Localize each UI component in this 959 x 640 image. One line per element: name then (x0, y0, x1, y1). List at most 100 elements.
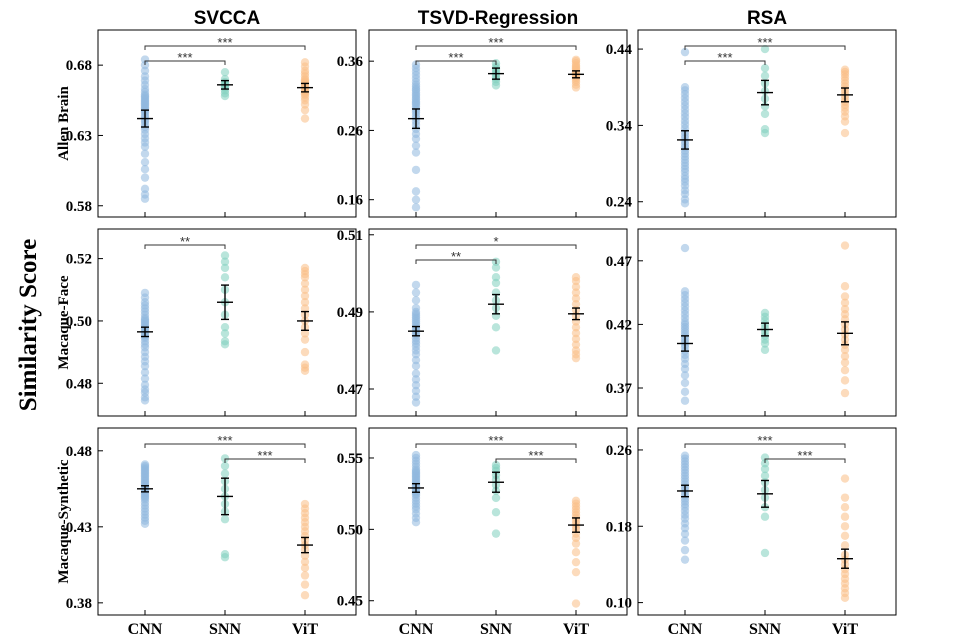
y-tick-label: 0.16 (337, 193, 364, 209)
significance-label: *** (757, 35, 772, 50)
data-point-snn (220, 67, 230, 77)
data-point-cnn (411, 280, 421, 290)
column-title-svcca: SVCCA (194, 8, 261, 29)
data-point-cnn (411, 355, 421, 365)
y-tick-label: 0.49 (337, 305, 363, 321)
data-point-vit (300, 551, 310, 560)
panel-frame (637, 228, 897, 417)
data-point-cnn (680, 536, 690, 545)
data-point-vit (840, 512, 850, 521)
data-point-snn (760, 125, 770, 134)
data-point-vit (840, 358, 850, 367)
data-point-vit (300, 298, 310, 307)
data-point-snn (220, 251, 230, 260)
y-tick-label: 0.34 (606, 118, 633, 134)
significance-bracket (684, 45, 846, 50)
data-point-cnn (411, 361, 421, 371)
y-tick-label: 0.26 (606, 443, 633, 459)
panel-allen-brain-rsa: 0.24 0.34 0.44 *** *** (606, 29, 897, 218)
y-tick-label: 0.42 (606, 317, 632, 333)
data-point-cnn (140, 374, 150, 383)
data-point-vit (571, 567, 581, 577)
y-tick-label: 0.44 (606, 42, 633, 58)
significance-bracket (224, 458, 306, 463)
data-point-snn (491, 323, 501, 332)
data-point-snn (760, 109, 770, 119)
x-tick-label-vit: ViT (292, 621, 318, 638)
data-point-snn (491, 346, 501, 355)
data-point-cnn (680, 451, 690, 460)
y-tick-label: 0.48 (66, 376, 92, 392)
significance-label: *** (528, 448, 543, 463)
data-point-cnn (411, 380, 421, 390)
data-point-cnn (680, 287, 690, 296)
significance-bracket (144, 60, 226, 65)
data-point-vit (300, 347, 310, 357)
panel-frame (368, 427, 628, 616)
data-point-cnn (680, 396, 690, 405)
data-point-vit (300, 58, 310, 67)
data-point-cnn (140, 184, 150, 194)
data-point-vit (840, 65, 850, 74)
y-tick-label: 0.43 (66, 520, 92, 536)
data-point-vit (840, 522, 850, 531)
data-point-vit (300, 563, 310, 573)
data-point-snn (220, 273, 230, 282)
data-point-cnn (140, 380, 150, 390)
data-point-vit (840, 502, 850, 512)
significance-bracket (415, 45, 577, 50)
significance-label: *** (797, 448, 812, 463)
panel-macaque-synthetic-tsvd-regression: 0.45 0.50 0.55 CNN SNN ViT *** *** (337, 427, 628, 638)
y-tick-label: 0.10 (606, 596, 632, 612)
data-point-snn (760, 471, 770, 480)
data-point-vit (840, 474, 850, 483)
data-point-vit (571, 294, 581, 303)
significance-bracket (415, 259, 497, 264)
data-point-vit (840, 493, 850, 502)
panel-macaque-synthetic-rsa: 0.10 0.18 0.26 CNN SNN ViT *** *** (606, 427, 897, 638)
x-tick-label-cnn: CNN (399, 621, 434, 638)
significance-label: *** (757, 433, 772, 448)
data-point-cnn (680, 47, 690, 57)
data-point-cnn (411, 375, 421, 384)
data-point-snn (220, 469, 230, 478)
data-point-vit (300, 285, 310, 294)
data-point-snn (220, 263, 230, 273)
column-title-tsvd-regression: TSVD-Regression (418, 8, 578, 29)
data-point-cnn (140, 460, 150, 469)
panel-frame (637, 427, 897, 616)
data-point-snn (220, 454, 230, 463)
panel-allen-brain-tsvd-regression: 0.16 0.26 0.36 *** *** (337, 29, 628, 218)
x-tick-label-cnn: CNN (128, 621, 163, 638)
data-point-cnn (140, 157, 150, 167)
significance-bracket (144, 244, 226, 249)
x-tick-label-vit: ViT (563, 621, 589, 638)
significance-bracket (495, 458, 577, 463)
data-point-cnn (140, 149, 150, 158)
y-tick-label: 0.50 (337, 522, 363, 538)
panel-frame (97, 427, 357, 616)
data-point-cnn (680, 378, 690, 388)
data-point-vit (840, 376, 850, 385)
data-point-vit (840, 388, 850, 398)
y-tick-label: 0.38 (66, 596, 92, 612)
data-point-vit (840, 128, 850, 138)
significance-bracket (144, 45, 306, 50)
significance-label: * (493, 234, 498, 249)
data-point-cnn (411, 450, 421, 460)
data-point-cnn (411, 398, 421, 407)
data-point-vit (840, 366, 850, 375)
significance-label: *** (717, 50, 732, 65)
data-point-cnn (680, 371, 690, 380)
significance-label: *** (488, 35, 503, 50)
data-point-snn (220, 515, 230, 524)
panel-allen-brain-svcca: 0.58 0.63 0.68 *** *** (66, 29, 357, 218)
data-point-cnn (411, 288, 421, 297)
data-point-vit (571, 557, 581, 567)
significance-label: *** (488, 433, 503, 448)
data-point-snn (760, 512, 770, 521)
panel-frame (368, 228, 628, 417)
significance-bracket (684, 443, 846, 448)
data-point-cnn (411, 386, 421, 396)
